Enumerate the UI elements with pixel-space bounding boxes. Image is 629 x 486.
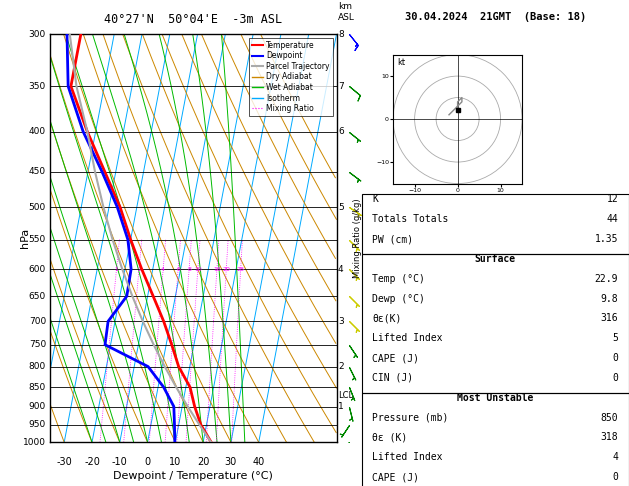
- Text: 318: 318: [601, 433, 618, 442]
- Text: PW (cm): PW (cm): [372, 234, 413, 244]
- Text: 30: 30: [225, 456, 237, 467]
- Text: 3: 3: [338, 317, 343, 326]
- Text: 30.04.2024  21GMT  (Base: 18): 30.04.2024 21GMT (Base: 18): [404, 12, 586, 22]
- Text: CIN (J): CIN (J): [372, 373, 413, 383]
- Text: Most Unstable: Most Unstable: [457, 393, 533, 403]
- Text: CAPE (J): CAPE (J): [372, 353, 420, 363]
- Text: 1000: 1000: [23, 438, 46, 447]
- Bar: [362, 393, 629, 486]
- Text: Lifted Index: Lifted Index: [372, 333, 443, 343]
- Text: CAPE (J): CAPE (J): [372, 472, 420, 482]
- Text: Totals Totals: Totals Totals: [372, 214, 448, 224]
- Text: 16: 16: [213, 266, 221, 272]
- Text: 2: 2: [338, 362, 343, 371]
- Text: -30: -30: [57, 456, 72, 467]
- Text: Surface: Surface: [475, 254, 516, 264]
- Text: km
ASL: km ASL: [338, 2, 355, 22]
- Text: 0: 0: [145, 456, 150, 467]
- Text: 0: 0: [613, 373, 618, 383]
- Bar: [362, 254, 629, 393]
- Text: 8: 8: [187, 266, 191, 272]
- Text: 500: 500: [29, 203, 46, 212]
- Text: 400: 400: [29, 127, 46, 136]
- Text: LCL: LCL: [338, 391, 353, 399]
- Text: 316: 316: [601, 313, 618, 323]
- Text: 10: 10: [169, 456, 182, 467]
- Text: 7: 7: [338, 82, 343, 91]
- Text: 40: 40: [253, 456, 265, 467]
- Text: -20: -20: [84, 456, 100, 467]
- Bar: [362, 194, 629, 254]
- Text: 40°27'N  50°04'E  -3m ASL: 40°27'N 50°04'E -3m ASL: [104, 13, 282, 26]
- Text: 350: 350: [29, 82, 46, 91]
- Text: Temp (°C): Temp (°C): [372, 274, 425, 284]
- Text: 20: 20: [197, 456, 209, 467]
- Text: 800: 800: [29, 362, 46, 371]
- Text: 10: 10: [194, 266, 202, 272]
- Text: 700: 700: [29, 317, 46, 326]
- Text: θε (K): θε (K): [372, 433, 408, 442]
- Text: 4: 4: [161, 266, 165, 272]
- Text: 750: 750: [29, 340, 46, 349]
- Text: 0: 0: [613, 472, 618, 482]
- Text: Lifted Index: Lifted Index: [372, 452, 443, 462]
- Text: 20: 20: [222, 266, 230, 272]
- Text: Dewp (°C): Dewp (°C): [372, 294, 425, 304]
- Text: kt: kt: [397, 58, 405, 68]
- Text: 1: 1: [338, 402, 343, 411]
- Text: 6: 6: [176, 266, 180, 272]
- Text: 1.35: 1.35: [595, 234, 618, 244]
- Text: 8: 8: [338, 30, 343, 38]
- Text: 650: 650: [29, 292, 46, 301]
- Text: 2: 2: [137, 266, 141, 272]
- Text: 950: 950: [29, 420, 46, 429]
- Text: 600: 600: [29, 264, 46, 274]
- Text: 850: 850: [601, 413, 618, 422]
- Text: -10: -10: [112, 456, 128, 467]
- Text: K: K: [372, 194, 378, 205]
- Text: 5: 5: [613, 333, 618, 343]
- Text: 44: 44: [606, 214, 618, 224]
- Text: Mixing Ratio (g/kg): Mixing Ratio (g/kg): [353, 198, 362, 278]
- Text: 6: 6: [338, 127, 343, 136]
- Text: hPa: hPa: [19, 228, 30, 248]
- Text: θε(K): θε(K): [372, 313, 402, 323]
- Text: 5: 5: [338, 203, 343, 212]
- Text: 4: 4: [338, 264, 343, 274]
- Text: 28: 28: [237, 266, 245, 272]
- Text: Pressure (mb): Pressure (mb): [372, 413, 448, 422]
- Text: 9.8: 9.8: [601, 294, 618, 304]
- Text: 300: 300: [29, 30, 46, 38]
- Text: 22.9: 22.9: [595, 274, 618, 284]
- Text: 1: 1: [114, 266, 118, 272]
- Legend: Temperature, Dewpoint, Parcel Trajectory, Dry Adiabat, Wet Adiabat, Isotherm, Mi: Temperature, Dewpoint, Parcel Trajectory…: [248, 38, 333, 116]
- Text: 12: 12: [606, 194, 618, 205]
- Text: 4: 4: [613, 452, 618, 462]
- Text: 550: 550: [29, 235, 46, 244]
- Text: 850: 850: [29, 382, 46, 392]
- Text: 450: 450: [29, 167, 46, 176]
- Text: 0: 0: [613, 353, 618, 363]
- Text: Dewpoint / Temperature (°C): Dewpoint / Temperature (°C): [113, 471, 274, 481]
- Text: 900: 900: [29, 402, 46, 411]
